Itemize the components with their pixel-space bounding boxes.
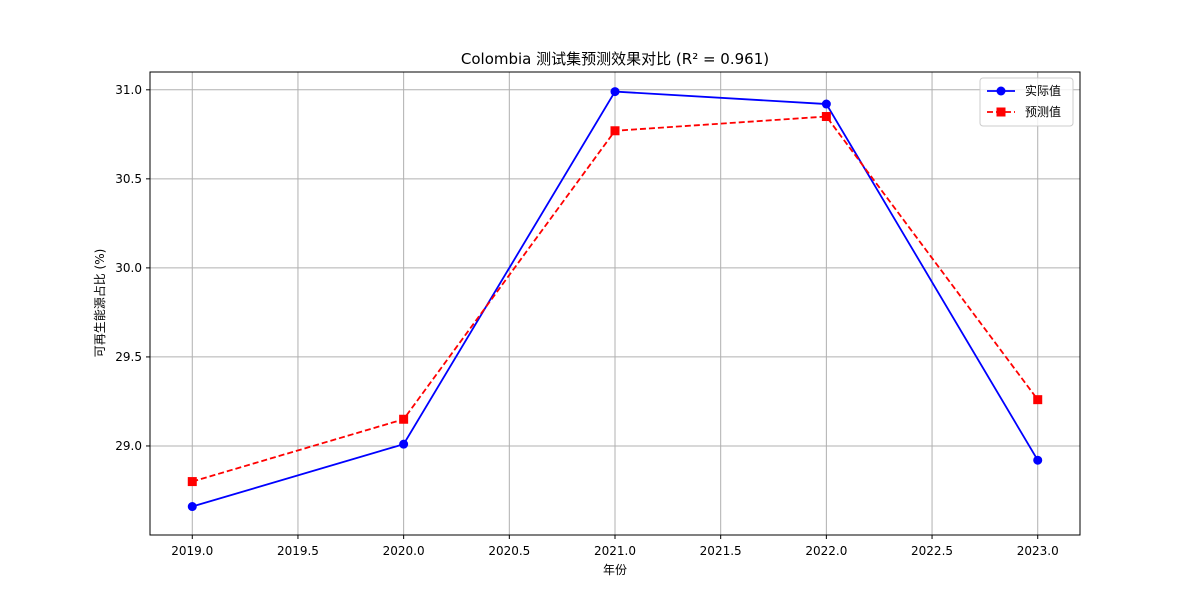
legend-marker-1 [996,86,1006,96]
x-tick-label: 2019.0 [171,544,213,558]
y-axis-label: 可再生能源占比 (%) [92,249,107,358]
data-point-2 [610,126,620,136]
y-tick-label: 29.0 [115,439,142,453]
x-tick-label: 2020.0 [383,544,425,558]
plot-frame [149,71,1081,536]
data-point-2 [187,477,197,487]
x-tick-label: 2019.5 [277,544,319,558]
data-point-2 [821,112,831,122]
data-point-2 [1033,395,1043,405]
y-tick-label: 30.5 [115,172,142,186]
data-point-1 [399,439,409,449]
chart-title: Colombia 测试集预测效果对比 (R² = 0.961) [461,50,769,68]
axes: 2019.0 2019.5 2020.0 2020.5 2021.0 2021.5 2022… [115,71,1081,558]
x-tick-label: 2022.0 [805,544,847,558]
x-tick-label: 2022.5 [911,544,953,558]
data-point-1 [1033,455,1043,465]
x-tick-label: 2020.5 [488,544,530,558]
x-axis-label: 年份 [603,563,627,577]
x-tick-label: 2021.5 [700,544,742,558]
data-point-2 [399,414,409,424]
legend-label-1: 实际值 [1025,83,1061,98]
grid-lines [150,72,1080,535]
y-tick-label: 31.0 [115,83,142,97]
data-point-1 [610,87,620,97]
data-point-1 [821,99,831,109]
y-tick-label: 29.5 [115,350,142,364]
legend-marker-2 [996,107,1006,117]
y-tick-label: 30.0 [115,261,142,275]
x-tick-label: 2021.0 [594,544,636,558]
legend-label-2: 预测值 [1025,104,1061,119]
x-tick-label: 2023.0 [1017,544,1059,558]
series-layer [187,87,1043,512]
data-point-1 [187,502,197,512]
